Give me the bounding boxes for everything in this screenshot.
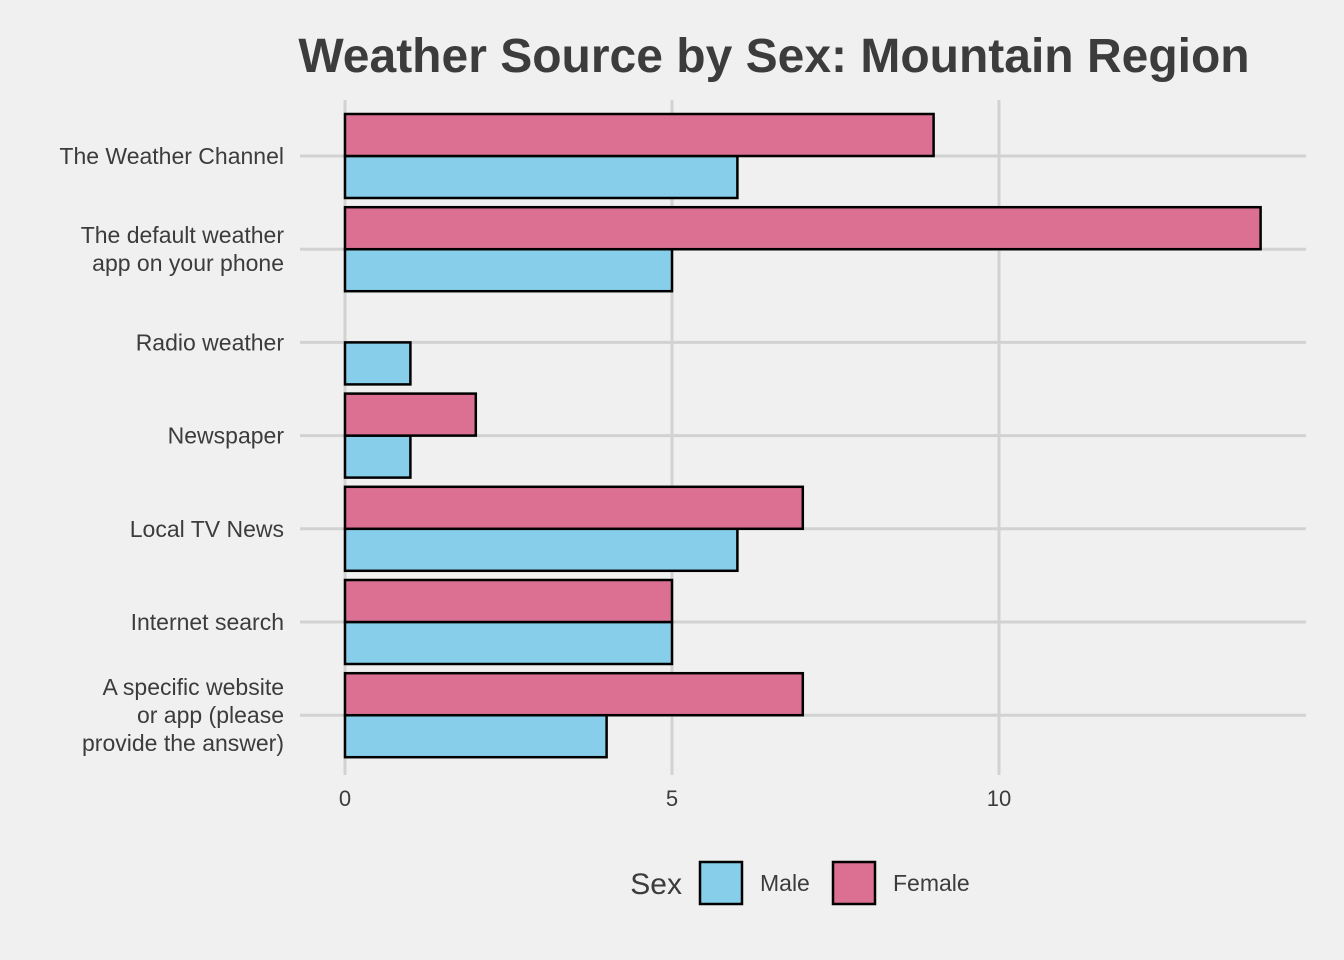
bar-male [343, 247, 674, 293]
category-label: Internet search [131, 609, 284, 635]
bar-male [343, 713, 608, 759]
legend-label-female: Female [893, 870, 970, 896]
chart-title: Weather Source by Sex: Mountain Region [298, 30, 1249, 83]
bar-male [343, 620, 674, 666]
x-tick-label: 5 [666, 786, 678, 811]
legend-label-male: Male [760, 870, 810, 896]
bar-layer [343, 112, 1262, 759]
category-label: The Weather Channel [59, 143, 284, 169]
legend-swatch-male [698, 860, 744, 906]
bar-female [343, 112, 935, 158]
bar-female [343, 671, 805, 717]
legend: Sex Male Female [630, 860, 970, 906]
bar-female [343, 578, 674, 624]
bar-female [343, 392, 478, 437]
category-label: Local TV News [130, 516, 284, 542]
category-labels: The Weather Channel The default weather ap… [59, 143, 284, 756]
bar-male [343, 154, 739, 200]
x-axis-ticks: 0 5 10 [339, 786, 1011, 811]
bar-male [343, 527, 739, 573]
x-tick-label: 0 [339, 786, 351, 811]
bar-male [343, 341, 412, 386]
category-label: Radio weather [136, 329, 285, 355]
category-label: The default weather app on your phone [81, 222, 285, 276]
category-label: Newspaper [168, 423, 285, 449]
bar-female [343, 205, 1262, 251]
x-tick-label: 10 [987, 786, 1011, 811]
bar-female [343, 485, 805, 531]
legend-title: Sex [630, 868, 682, 901]
category-label: A specific website or app (please provide … [82, 674, 284, 756]
legend-swatch-female [831, 860, 877, 906]
bar-male [343, 434, 412, 479]
